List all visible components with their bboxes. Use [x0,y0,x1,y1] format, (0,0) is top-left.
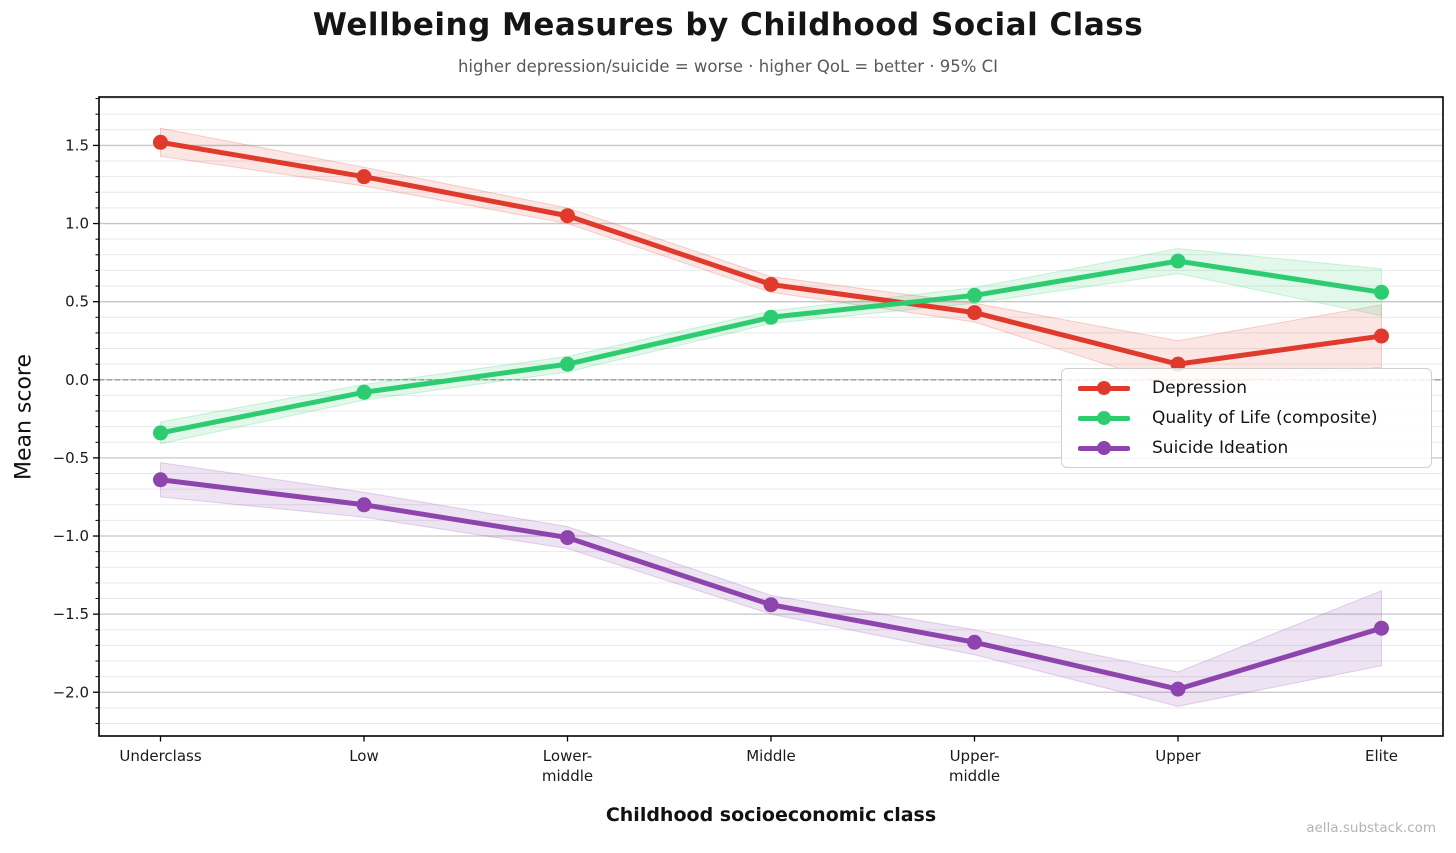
watermark: aella.substack.com [1306,820,1436,836]
data-point-marker [763,597,779,613]
y-tick-label: −2.0 [53,683,89,701]
x-tick-label: Middle [746,747,796,765]
y-tick-label: 1.0 [65,215,89,233]
data-point-marker [356,169,372,185]
y-tick-label: 1.5 [65,136,89,154]
data-point-marker [1170,681,1186,697]
data-point-marker [1374,620,1389,636]
x-tick-label: Elite [1365,747,1398,765]
data-point-marker [560,530,575,546]
data-point-marker [763,309,779,325]
chart-title: Wellbeing Measures by Childhood Social C… [312,7,1144,43]
x-tick-label: Upper [1155,747,1201,765]
x-axis-label: Childhood socioeconomic class [605,804,937,826]
data-point-marker [967,287,982,303]
chart-subtitle: higher depression/suicide = worse · high… [457,57,999,76]
y-tick-label: −1.0 [53,527,89,545]
data-point-marker [1170,253,1186,269]
y-axis-label: Mean score [11,353,37,481]
depression-legend-marker-icon [1078,379,1130,397]
data-point-marker [560,356,575,372]
data-point-marker [560,208,575,224]
data-point-marker [356,497,372,513]
x-tick-label: Underclass [119,747,201,765]
data-point-marker [967,634,982,650]
y-tick-label: −1.5 [53,605,89,623]
legend-item-depression: Depression [1072,373,1421,403]
x-tick-label: Low [349,747,379,765]
data-point-marker [967,305,982,321]
data-point-marker [153,425,168,441]
legend-label: Suicide Ideation [1152,438,1289,458]
legend: Depression Quality of Life (composite) S… [1061,368,1432,468]
data-point-marker [356,384,372,400]
suicide-ideation-legend-marker-icon [1078,439,1130,457]
ci-band [160,248,1382,445]
legend-item-suicide-ideation: Suicide Ideation [1072,433,1421,463]
y-tick-label: 0.5 [65,293,89,311]
data-point-marker [763,276,779,292]
y-tick-label: −0.5 [53,449,89,467]
y-tick-label: 0.0 [65,371,89,389]
data-point-marker [1374,328,1389,344]
data-point-marker [153,134,168,150]
data-point-marker [1170,356,1186,372]
x-tick-label: Upper-middle [949,747,1000,785]
x-tick-label: Lower-middle [542,747,593,785]
ci-band [160,127,1382,389]
quality-of-life-legend-marker-icon [1078,409,1130,427]
legend-label: Quality of Life (composite) [1152,408,1378,428]
data-point-marker [1374,284,1389,300]
legend-item-quality-of-life: Quality of Life (composite) [1072,403,1421,433]
data-point-marker [153,472,168,488]
legend-label: Depression [1152,378,1248,398]
